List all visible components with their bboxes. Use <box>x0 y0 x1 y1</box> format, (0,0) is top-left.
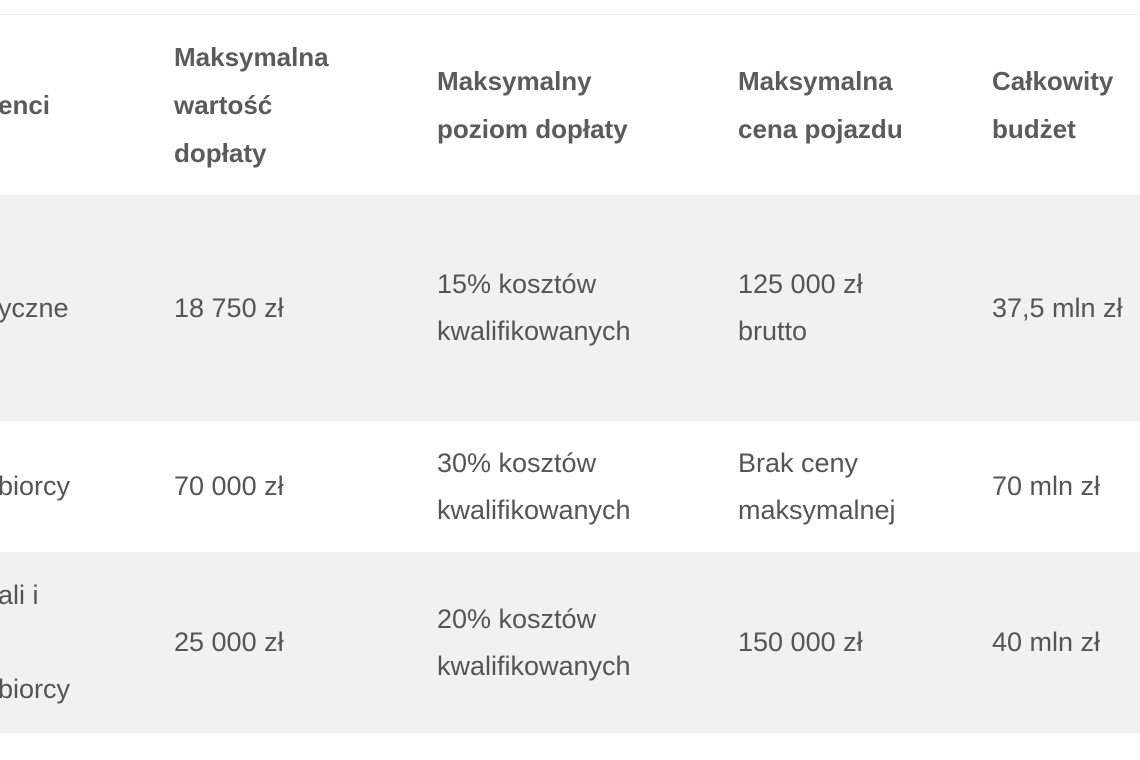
cell-text: 70 mln zł <box>992 471 1101 501</box>
header-cell-max-subsidy-level: Maksymalny poziom dopłaty <box>437 15 717 195</box>
cell-text: 30% kosztów kwalifikowanych <box>437 447 631 525</box>
cell-text: Brak ceny maksymalnej <box>738 447 896 525</box>
cell-total-budget: 40 mln zł <box>992 552 1140 733</box>
cell-recipients: yczne <box>0 195 148 421</box>
cell-text: 25 000 zł <box>174 627 284 657</box>
cell-recipients: biorcy <box>0 421 148 552</box>
cell-text: 20% kosztów kwalifikowanych <box>437 603 631 681</box>
cell-max-vehicle-price: Brak ceny maksymalnej <box>738 421 978 552</box>
cell-text: 40 mln zł <box>992 627 1101 657</box>
header-cell-total-budget: Całkowity budżet <box>992 15 1140 195</box>
cell-text: 150 000 zł <box>738 627 863 657</box>
header-cell-max-vehicle-price: Maksymalna cena pojazdu <box>738 15 978 195</box>
cell-text: ali i biorcy <box>0 580 71 704</box>
header-total-budget-label: Całkowity budżet <box>992 66 1114 144</box>
cell-total-budget: 70 mln zł <box>992 421 1140 552</box>
table-header-row: enci Maksymalna wartość dopłaty Maksymal… <box>0 15 1140 195</box>
cell-max-subsidy-value: 18 750 zł <box>174 195 414 421</box>
cell-max-subsidy-level: 30% kosztów kwalifikowanych <box>437 421 717 552</box>
header-cell-max-subsidy-value: Maksymalna wartość dopłaty <box>174 15 414 195</box>
header-cell-recipients: enci <box>0 15 148 195</box>
cell-total-budget: 37,5 mln zł <box>992 195 1140 421</box>
header-max-vehicle-price-label: Maksymalna cena pojazdu <box>738 66 903 144</box>
cell-text: 37,5 mln zł <box>992 292 1123 323</box>
cell-max-subsidy-level: 20% kosztów kwalifikowanych <box>437 552 717 733</box>
header-max-subsidy-level-label: Maksymalny poziom dopłaty <box>437 66 628 144</box>
cell-text: 15% kosztów kwalifikowanych <box>437 269 631 346</box>
cell-text: yczne <box>0 292 69 323</box>
cell-max-subsidy-value: 70 000 zł <box>174 421 414 552</box>
table-top-border <box>0 14 1140 15</box>
cell-text: 18 750 zł <box>174 292 284 323</box>
cell-text: 125 000 zł brutto <box>738 269 863 346</box>
table-row: yczne 18 750 zł 15% kosztów kwalifikowan… <box>0 195 1140 421</box>
cell-max-vehicle-price: 150 000 zł <box>738 552 978 733</box>
cell-text: biorcy <box>0 471 71 501</box>
header-max-subsidy-value-label: Maksymalna wartość dopłaty <box>174 42 329 168</box>
cell-recipients: ali i biorcy <box>0 552 148 733</box>
table-row: ali i biorcy 25 000 zł 20% kosztów kwali… <box>0 552 1140 733</box>
subsidy-table: enci Maksymalna wartość dopłaty Maksymal… <box>0 15 1140 733</box>
table-row: biorcy 70 000 zł 30% kosztów kwalifikowa… <box>0 421 1140 552</box>
cell-max-subsidy-level: 15% kosztów kwalifikowanych <box>437 195 717 421</box>
cell-max-subsidy-value: 25 000 zł <box>174 552 414 733</box>
header-recipients-label: enci <box>0 90 51 120</box>
cell-text: 70 000 zł <box>174 471 284 501</box>
cell-max-vehicle-price: 125 000 zł brutto <box>738 195 978 421</box>
